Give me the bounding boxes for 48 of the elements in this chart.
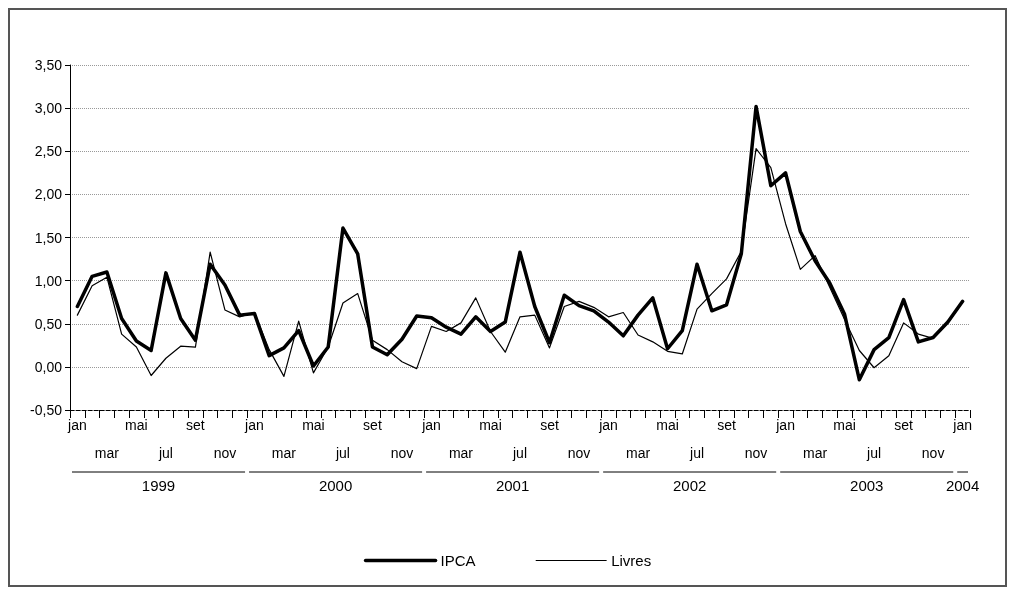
x-tick-label: nov bbox=[744, 445, 768, 461]
x-tick-label: mar bbox=[448, 445, 474, 461]
legend-label: IPCA bbox=[440, 552, 476, 569]
x-tick-label: mai bbox=[833, 417, 856, 433]
x-tick-label: mar bbox=[271, 445, 297, 461]
y-tick-label: 0,00 bbox=[34, 358, 63, 375]
text: 2004 bbox=[945, 477, 980, 494]
x-tick-label: nov bbox=[921, 445, 945, 461]
x-tick-label: jul bbox=[866, 445, 882, 461]
x-tick-label: mai bbox=[125, 417, 148, 433]
x-tick-label: jul bbox=[334, 445, 350, 461]
x-tick-label: jul bbox=[511, 445, 528, 461]
x-tick-label: nov bbox=[213, 445, 237, 461]
x-tick-label: set bbox=[540, 417, 559, 433]
x-tick-label: jul bbox=[157, 445, 173, 461]
y-tick-label: 2,50 bbox=[34, 143, 63, 160]
x-tick-label: mar bbox=[803, 445, 828, 461]
x-tick-label: jul bbox=[689, 445, 705, 461]
y-tick-label: 3,00 bbox=[34, 100, 63, 117]
x-tick-label: set bbox=[363, 417, 382, 433]
x-tick-label: jan bbox=[775, 417, 795, 433]
y-tick-label: -0,50 bbox=[30, 402, 63, 418]
x-tick-label: jan bbox=[67, 417, 87, 433]
text: 1999 bbox=[141, 477, 176, 494]
y-tick-label: 2,00 bbox=[34, 186, 63, 203]
x-tick-label: jan bbox=[244, 417, 264, 433]
x-tick-label: mar bbox=[94, 445, 120, 461]
y-tick-label: 0,50 bbox=[34, 315, 63, 332]
y-tick-label: 1,00 bbox=[34, 272, 63, 289]
x-tick-label: jan bbox=[598, 417, 618, 433]
text: 2001 bbox=[495, 477, 530, 494]
x-tick-label: nov bbox=[567, 445, 591, 461]
x-tick-label: set bbox=[186, 417, 205, 433]
text: 2003 bbox=[850, 477, 884, 494]
x-tick-label: mar bbox=[625, 445, 651, 461]
x-tick-label: jan bbox=[421, 417, 441, 433]
x-tick-label: jan bbox=[952, 417, 972, 433]
text: 2000 bbox=[318, 477, 353, 494]
x-tick-label: mai bbox=[302, 417, 325, 433]
y-tick-label: 1,50 bbox=[34, 229, 63, 246]
text: 2002 bbox=[672, 477, 707, 494]
y-tick-label: 3,50 bbox=[34, 57, 63, 73]
x-tick-label: set bbox=[894, 417, 914, 433]
x-tick-label: set bbox=[717, 417, 736, 433]
legend-label: Livres bbox=[611, 552, 652, 569]
x-tick-label: mai bbox=[479, 417, 502, 433]
x-tick-label: nov bbox=[390, 445, 414, 461]
x-tick-label: mai bbox=[656, 417, 679, 433]
